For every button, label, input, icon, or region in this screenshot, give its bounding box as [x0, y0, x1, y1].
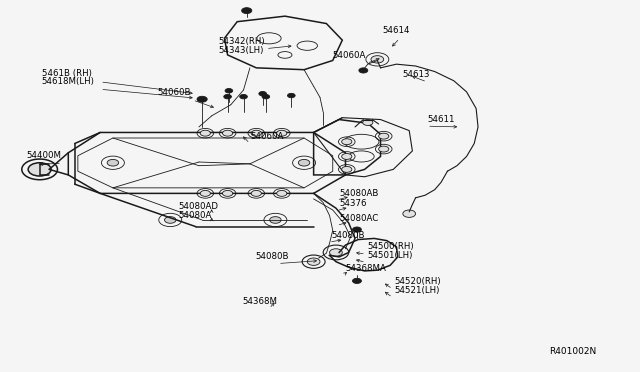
Text: 54343(LH): 54343(LH)	[218, 46, 264, 55]
Circle shape	[403, 210, 415, 217]
Text: 54080AB: 54080AB	[339, 189, 378, 198]
Text: 54613: 54613	[403, 70, 430, 79]
Text: R401002N: R401002N	[549, 347, 596, 356]
Text: 54342(RH): 54342(RH)	[218, 37, 265, 46]
Text: 54060A: 54060A	[250, 132, 284, 141]
Circle shape	[197, 96, 207, 102]
Circle shape	[276, 190, 287, 196]
Circle shape	[307, 258, 320, 265]
Circle shape	[164, 217, 176, 223]
Circle shape	[225, 89, 233, 93]
Circle shape	[276, 130, 287, 136]
Text: 54080AD: 54080AD	[179, 202, 218, 211]
Circle shape	[259, 92, 266, 96]
Circle shape	[262, 94, 269, 99]
Circle shape	[379, 133, 389, 139]
Circle shape	[223, 190, 233, 196]
Text: 54521(LH): 54521(LH)	[394, 286, 440, 295]
Text: 54368M: 54368M	[243, 296, 277, 306]
Text: 54080B: 54080B	[332, 231, 365, 240]
Text: 5461B (RH): 5461B (RH)	[42, 69, 92, 78]
Circle shape	[298, 160, 310, 166]
Text: 54500(RH): 54500(RH)	[368, 242, 415, 251]
Circle shape	[330, 249, 342, 256]
Text: 54080AC: 54080AC	[339, 214, 378, 223]
Circle shape	[200, 130, 211, 136]
Circle shape	[353, 278, 362, 283]
Circle shape	[224, 94, 232, 99]
Text: 54618M(LH): 54618M(LH)	[42, 77, 95, 86]
Circle shape	[242, 8, 252, 13]
Text: 54400M: 54400M	[27, 151, 62, 160]
Text: 54080B: 54080B	[255, 251, 289, 260]
Text: 54611: 54611	[427, 115, 454, 124]
Circle shape	[342, 166, 352, 172]
Circle shape	[269, 217, 281, 223]
Circle shape	[251, 190, 261, 196]
Text: 54060A: 54060A	[333, 51, 366, 61]
Text: 54520(RH): 54520(RH)	[394, 278, 441, 286]
Text: 54060B: 54060B	[157, 89, 191, 97]
Circle shape	[200, 190, 211, 196]
Circle shape	[251, 130, 261, 136]
Text: 54501(LH): 54501(LH)	[368, 251, 413, 260]
Circle shape	[342, 139, 352, 145]
Circle shape	[28, 163, 51, 176]
Circle shape	[287, 93, 295, 98]
Circle shape	[342, 154, 352, 160]
Circle shape	[359, 68, 368, 73]
Circle shape	[353, 227, 362, 232]
Text: 54614: 54614	[383, 26, 410, 35]
Circle shape	[371, 56, 384, 63]
Text: 54368MA: 54368MA	[346, 264, 387, 273]
Text: 54376: 54376	[339, 199, 367, 208]
Text: 54080A: 54080A	[179, 211, 212, 220]
Circle shape	[223, 130, 233, 136]
Circle shape	[379, 146, 389, 152]
Circle shape	[107, 160, 118, 166]
Circle shape	[363, 119, 373, 125]
Circle shape	[240, 94, 247, 99]
